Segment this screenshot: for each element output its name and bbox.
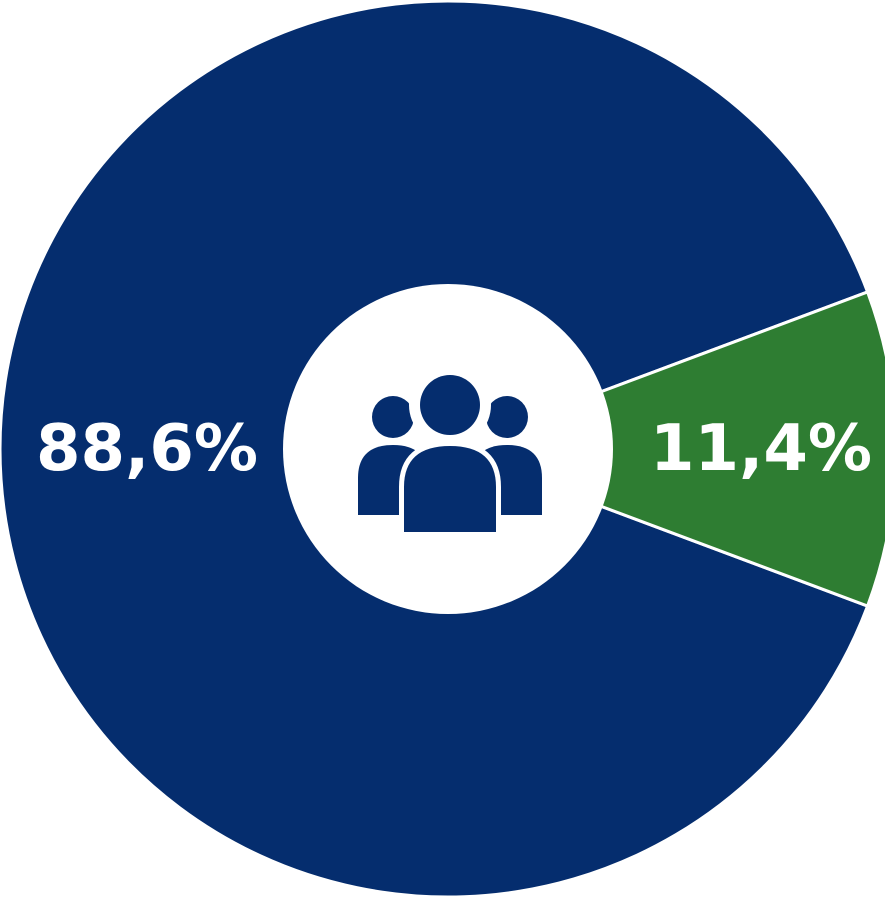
slice-value-label: 88,6%	[36, 412, 258, 486]
slice-value-label: 11,4%	[650, 412, 872, 486]
slice-labels-group: 88,6% 11,4%	[36, 412, 872, 486]
slice-minority	[443, 290, 885, 608]
users-group-icon	[358, 364, 542, 532]
